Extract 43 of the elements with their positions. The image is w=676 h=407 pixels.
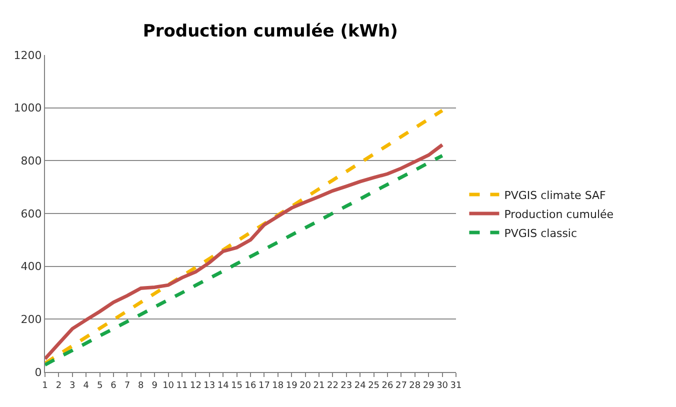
y-tick-label: 1200 (14, 48, 42, 62)
x-tick-label: 9 (152, 380, 158, 391)
x-tick-label: 19 (286, 380, 298, 391)
x-tick-label: 14 (217, 380, 230, 391)
x-tick-label: 8 (138, 380, 144, 391)
x-tick-label: 2 (56, 380, 62, 391)
x-tick-label: 15 (231, 380, 243, 391)
x-tick-label: 6 (110, 380, 117, 391)
x-tick-label: 11 (176, 380, 188, 391)
x-tick-label: 4 (83, 380, 90, 391)
y-tick-label: 400 (20, 260, 42, 274)
x-tick-label: 29 (422, 380, 435, 391)
x-tick-label: 17 (258, 380, 270, 391)
legend-label: Production cumulée (504, 208, 614, 221)
x-tick-label: 24 (354, 380, 366, 391)
x-tick-label: 20 (300, 380, 312, 391)
x-tick-label: 7 (124, 380, 130, 391)
y-tick-label: 600 (20, 207, 42, 220)
y-tick-label: 200 (20, 313, 42, 326)
x-tick-label: 23 (340, 380, 352, 391)
x-tick-label: 16 (244, 380, 256, 391)
y-tick-label: 800 (20, 154, 42, 168)
x-tick-label: 21 (313, 380, 325, 391)
x-tick-label: 5 (96, 380, 103, 391)
x-tick-label: 10 (162, 380, 174, 391)
x-tick-label: 18 (272, 380, 284, 391)
y-tick-label: 0 (34, 366, 42, 379)
x-tick-label: 1 (42, 380, 48, 391)
legend-label: PVGIS climate SAF (504, 188, 606, 202)
chart-title: Production cumulée (kWh) (142, 21, 398, 42)
x-tick-label: 3 (70, 380, 76, 391)
line-series (45, 108, 444, 366)
y-tick-label: 1000 (14, 102, 42, 115)
x-tick-label: 27 (395, 380, 407, 391)
x-tick-label: 25 (368, 380, 380, 391)
x-tick-label: 28 (409, 380, 421, 391)
x-tick-label: 31 (450, 380, 462, 391)
x-tick-label: 12 (190, 380, 202, 391)
x-tick-label: 13 (204, 380, 216, 391)
x-tick-label: 26 (382, 380, 394, 391)
legend-label: PVGIS classic (504, 226, 578, 240)
x-tick-label: 22 (326, 380, 338, 391)
x-tick-label: 30 (436, 380, 448, 391)
